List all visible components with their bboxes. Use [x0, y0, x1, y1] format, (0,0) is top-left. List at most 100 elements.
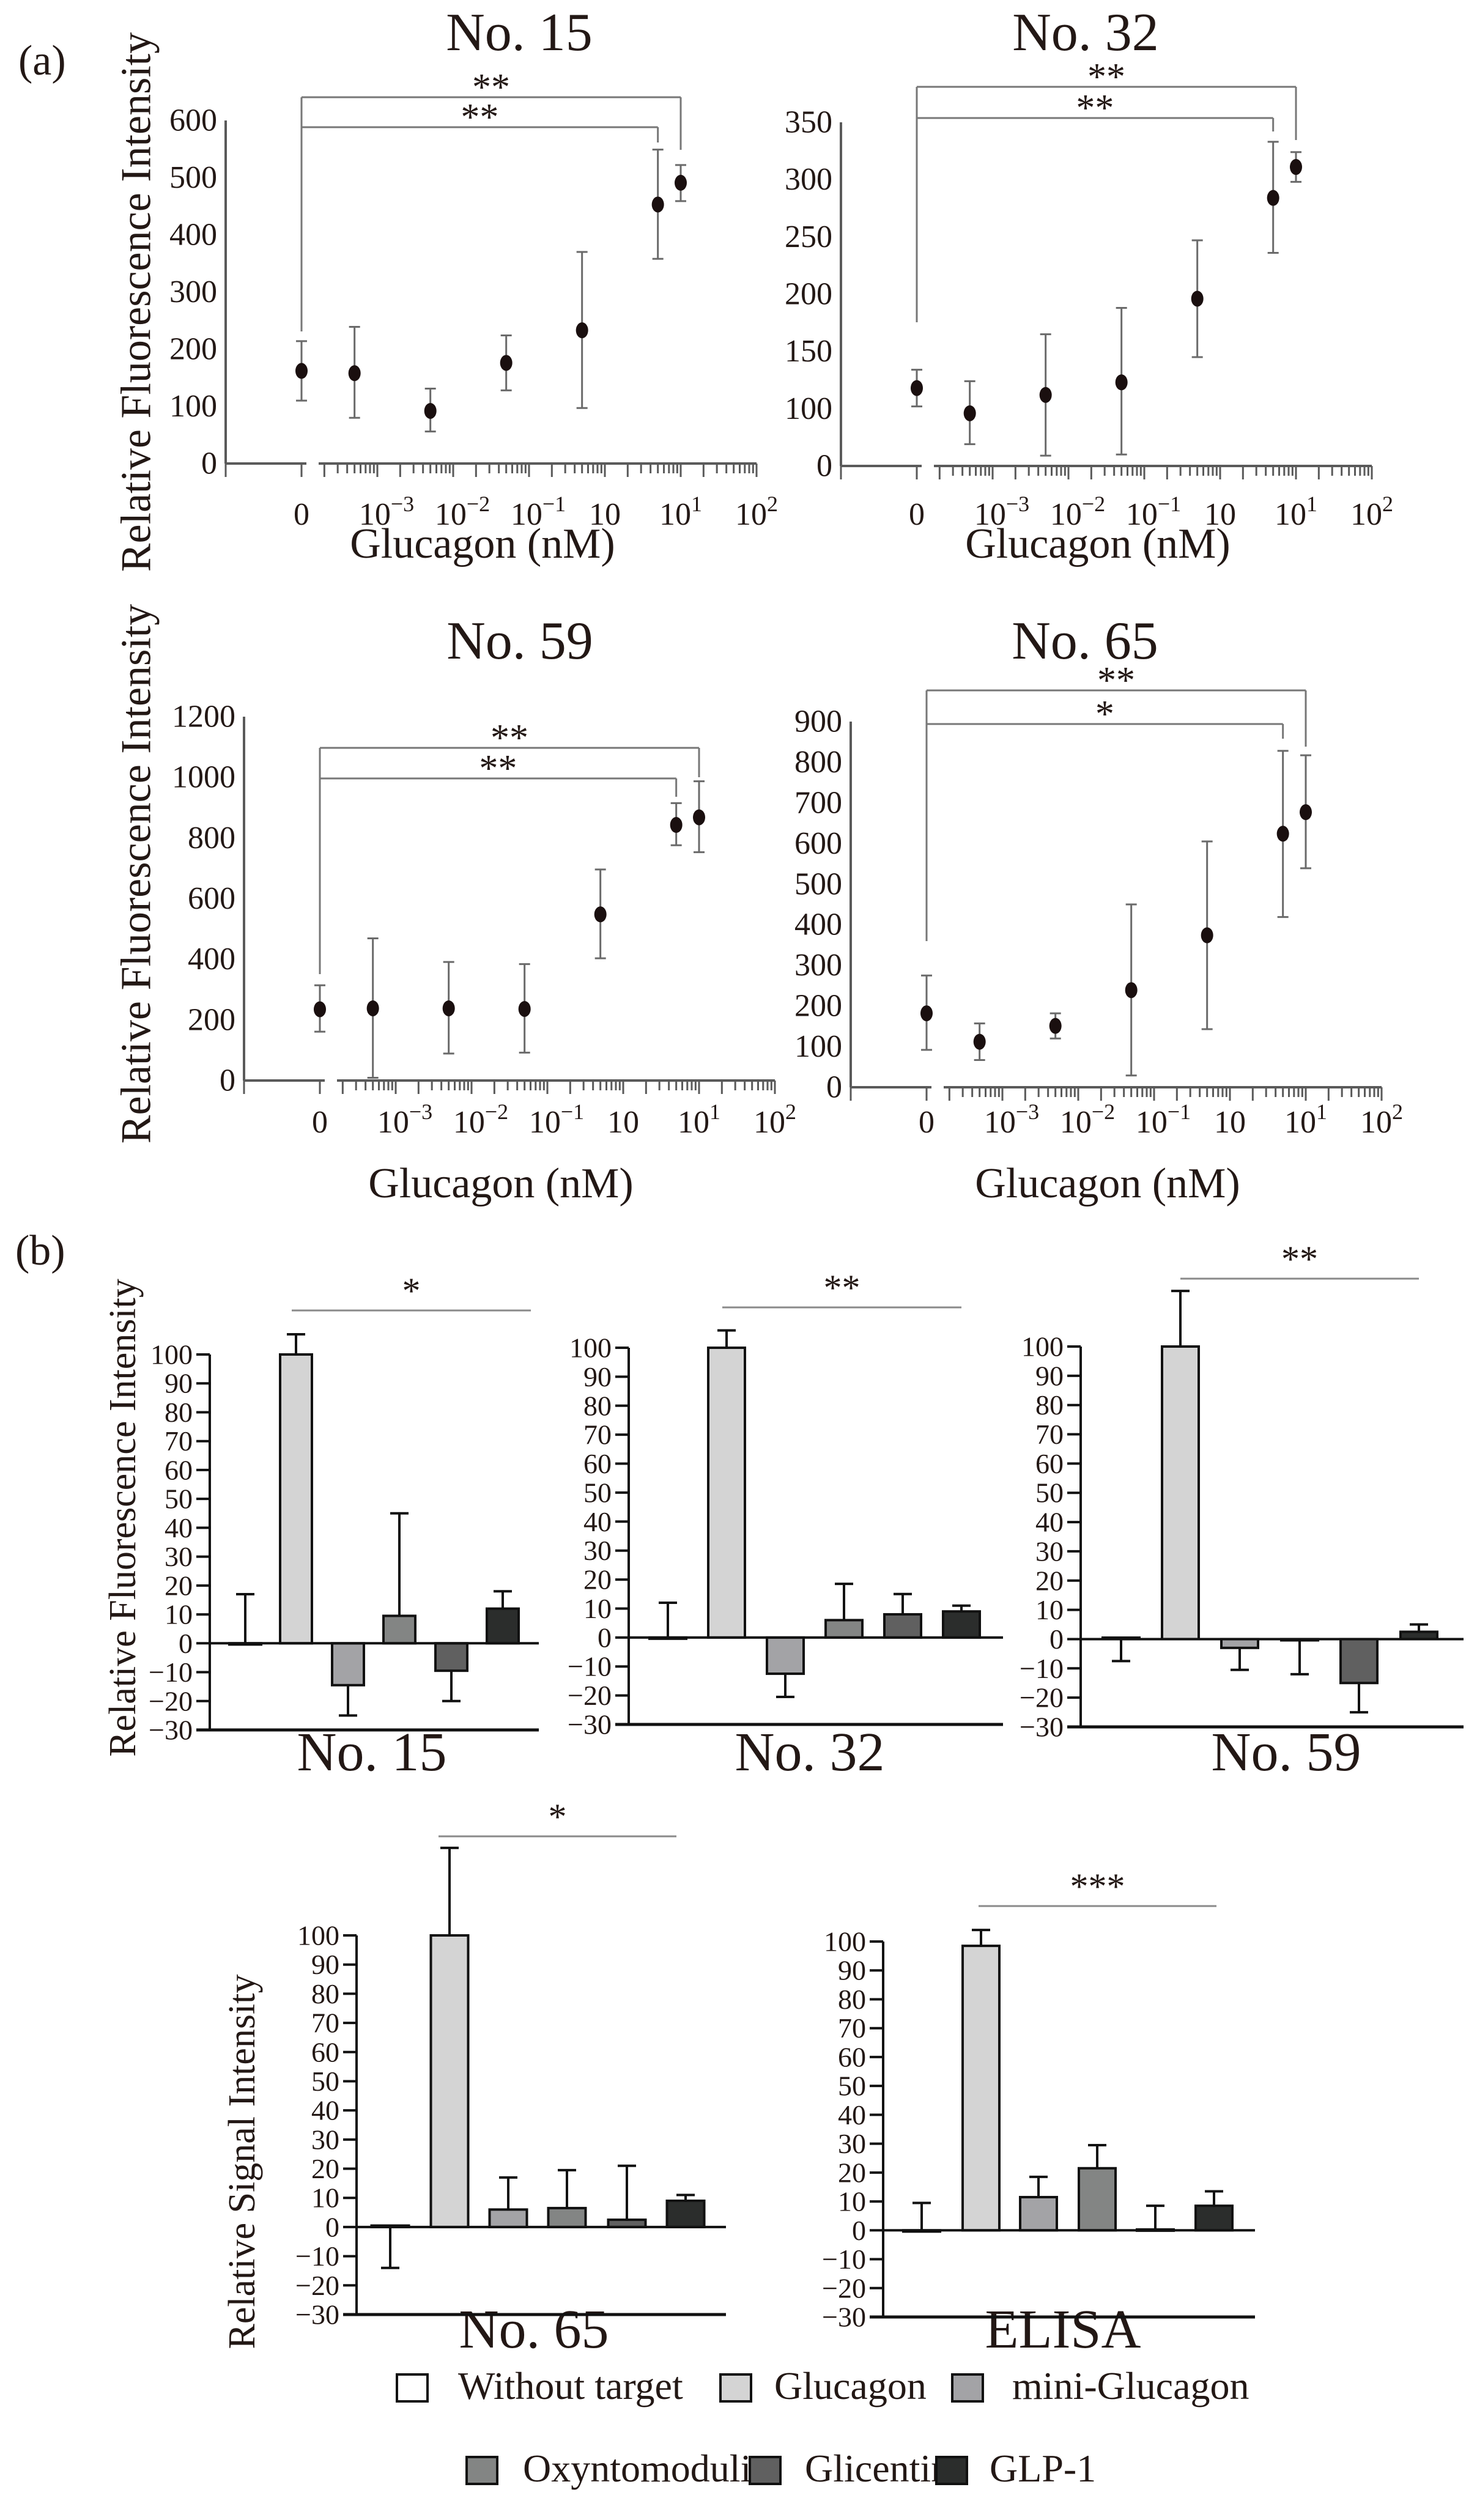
bar	[1339, 1638, 1379, 1685]
legend-swatch	[749, 2456, 782, 2485]
y-tick-label: 800	[794, 745, 842, 780]
x-tick-base: 10	[735, 497, 767, 532]
y-tick-label: −30	[568, 1709, 612, 1740]
significance-stars: **	[479, 748, 517, 789]
legend-item: Without target	[396, 2364, 683, 2407]
bar-group	[707, 1329, 746, 1639]
y-tick-label: 20	[1035, 1565, 1064, 1596]
point-marker	[973, 1033, 986, 1050]
y-tick-label: 90	[583, 1361, 612, 1392]
x-tick-exponent: −2	[1082, 492, 1105, 516]
y-tick-label: 50	[165, 1484, 193, 1515]
y-tick-label: 200	[169, 332, 217, 367]
significance-stars: **	[1097, 660, 1135, 701]
chart-title: No. 15	[446, 3, 593, 62]
point-marker	[1191, 290, 1204, 307]
point-marker	[1290, 159, 1302, 176]
point-marker	[1039, 386, 1052, 403]
y-tick-label: 20	[838, 2157, 866, 2188]
data-point	[1267, 141, 1279, 254]
data-point	[675, 164, 687, 202]
data-point	[693, 780, 705, 854]
data-point	[348, 326, 361, 419]
point-marker	[1300, 804, 1312, 821]
x-tick-label: 101	[659, 492, 702, 532]
y-tick-label: 150	[785, 334, 832, 369]
bar-group	[429, 1846, 470, 2228]
y-axis-label: Relative Fluorescence Intensity	[113, 604, 160, 1144]
bar	[1161, 1345, 1200, 1641]
bar-group	[1339, 1638, 1379, 1714]
significance-stars: ***	[1070, 1866, 1125, 1907]
data-point	[920, 974, 933, 1051]
x-tick-base: 10	[678, 1105, 709, 1140]
y-tick-label: 100	[297, 1920, 339, 1951]
y-tick-label: 600	[794, 826, 842, 861]
significance-stars: **	[1087, 56, 1125, 98]
x-tick-label: 10	[1204, 497, 1236, 532]
x-tick-exponent: −1	[1158, 492, 1181, 516]
x-tick-base: 0	[909, 497, 925, 532]
x-tick-exponent: −1	[1168, 1099, 1191, 1124]
y-tick-label: 80	[583, 1390, 612, 1421]
x-tick-base: 10	[1050, 497, 1082, 532]
y-tick-label: 0	[1049, 1624, 1064, 1655]
data-point	[442, 961, 455, 1055]
legend-label: Glicentin	[805, 2447, 950, 2490]
y-tick-label: 0	[325, 2211, 339, 2242]
bar	[665, 2200, 706, 2228]
data-point	[1039, 333, 1052, 457]
x-tick-base: 10	[1136, 1105, 1168, 1140]
y-tick-label: 0	[179, 1628, 193, 1659]
bar-group	[331, 1642, 365, 1717]
chart-title: No. 65	[1012, 612, 1158, 671]
legend-swatch	[465, 2456, 498, 2485]
point-marker	[1049, 1018, 1062, 1034]
legend-item: Oxyntomodulin	[465, 2447, 771, 2490]
x-tick-base: 10	[1126, 497, 1158, 532]
scatter-chart-3: No. 59 Relative Fluorescence Intensity Glu…	[113, 604, 797, 1207]
bar	[961, 1945, 1001, 2232]
y-tick-label: 30	[583, 1535, 612, 1566]
x-tick-label: 10−2	[1050, 492, 1105, 532]
data-point	[1115, 306, 1128, 456]
bar-group	[961, 1929, 1001, 2232]
chart-title: No. 32	[735, 1722, 885, 1783]
point-marker	[500, 355, 513, 371]
y-tick-label: −10	[1020, 1653, 1064, 1684]
point-marker	[442, 1000, 455, 1016]
x-tick-label: 0	[919, 1105, 935, 1140]
bar	[1078, 2167, 1117, 2232]
bar	[331, 1642, 365, 1687]
x-tick-exponent: 2	[785, 1099, 796, 1124]
bar	[1194, 2204, 1234, 2232]
y-tick-label: 600	[169, 103, 217, 138]
legend-item: mini-Glucagon	[951, 2364, 1249, 2407]
y-tick-label: 90	[311, 1949, 339, 1980]
bar-group	[883, 1592, 922, 1639]
data-point	[973, 1022, 986, 1061]
x-tick-label: 10−3	[984, 1099, 1039, 1140]
x-tick-exponent: −2	[1092, 1099, 1115, 1124]
bar	[279, 1353, 313, 1645]
significance-stars: *	[1095, 693, 1114, 735]
bar	[547, 2206, 587, 2228]
bar-group	[648, 1601, 687, 1640]
bar	[488, 2208, 528, 2228]
legend-swatch	[935, 2456, 968, 2485]
x-tick-exponent: 1	[1306, 492, 1317, 516]
x-tick-label: 10−1	[529, 1099, 584, 1140]
y-tick-label: 30	[165, 1541, 193, 1572]
x-tick-base: 10	[1360, 1105, 1392, 1140]
y-tick-label: 10	[583, 1593, 612, 1624]
x-tick-exponent: −2	[467, 492, 490, 516]
y-tick-label: 30	[838, 2128, 866, 2159]
y-tick-label: 500	[169, 160, 217, 195]
legend-swatch	[396, 2373, 429, 2403]
x-tick-exponent: 1	[691, 492, 702, 516]
legend-label: Glucagon	[774, 2364, 927, 2407]
y-tick-label: 90	[838, 1955, 866, 1986]
point-marker	[366, 1000, 379, 1016]
